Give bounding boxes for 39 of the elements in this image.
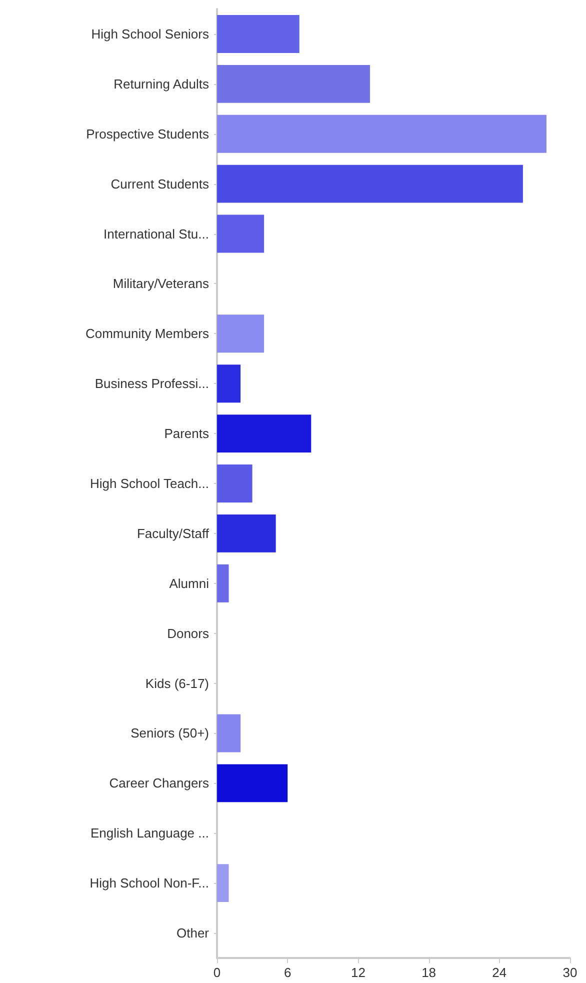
- y-tick-label: Other: [176, 926, 210, 941]
- bar: [217, 214, 264, 253]
- bar: [217, 164, 523, 203]
- y-tick-label: Career Changers: [109, 776, 210, 791]
- bar: [217, 864, 229, 902]
- y-tick-label: Kids (6-17): [145, 676, 209, 691]
- bar: [217, 414, 312, 453]
- bar: [217, 514, 276, 552]
- x-tick-label: 0: [213, 965, 221, 980]
- y-tick-label: Returning Adults: [114, 76, 210, 92]
- y-tick-label: English Language ...: [90, 826, 209, 841]
- bar: [217, 14, 300, 53]
- y-tick-label: International Stu...: [103, 226, 209, 242]
- bar: [217, 64, 370, 103]
- bar: [217, 564, 229, 602]
- y-tick-label: Donors: [167, 626, 210, 641]
- y-tick-label: Alumni: [169, 576, 210, 591]
- bar: [217, 364, 241, 403]
- y-tick-label: High School Seniors: [91, 26, 210, 42]
- x-tick-label: 30: [562, 965, 578, 980]
- bar: [217, 314, 264, 353]
- bar: [217, 114, 546, 153]
- x-tick-label: 6: [284, 965, 292, 980]
- bar: [217, 764, 288, 802]
- y-tick-label: Parents: [164, 426, 210, 442]
- y-tick-label: Prospective Students: [86, 126, 210, 142]
- x-tick-label: 12: [350, 965, 366, 980]
- y-tick-label: Current Students: [110, 176, 210, 192]
- y-tick-label: High School Non-F...: [90, 876, 209, 891]
- y-tick-label: Military/Veterans: [112, 276, 210, 292]
- y-tick-label: Community Members: [85, 326, 210, 342]
- bar: [217, 714, 241, 752]
- y-tick-label: High School Teach...: [90, 476, 209, 491]
- x-tick-label: 24: [492, 965, 507, 980]
- x-tick-label: 18: [422, 965, 436, 980]
- y-tick-label: Business Professi...: [94, 376, 209, 392]
- y-tick-label: Seniors (50+): [130, 726, 209, 741]
- bar: [217, 464, 252, 502]
- y-tick-label: Faculty/Staff: [136, 526, 210, 541]
